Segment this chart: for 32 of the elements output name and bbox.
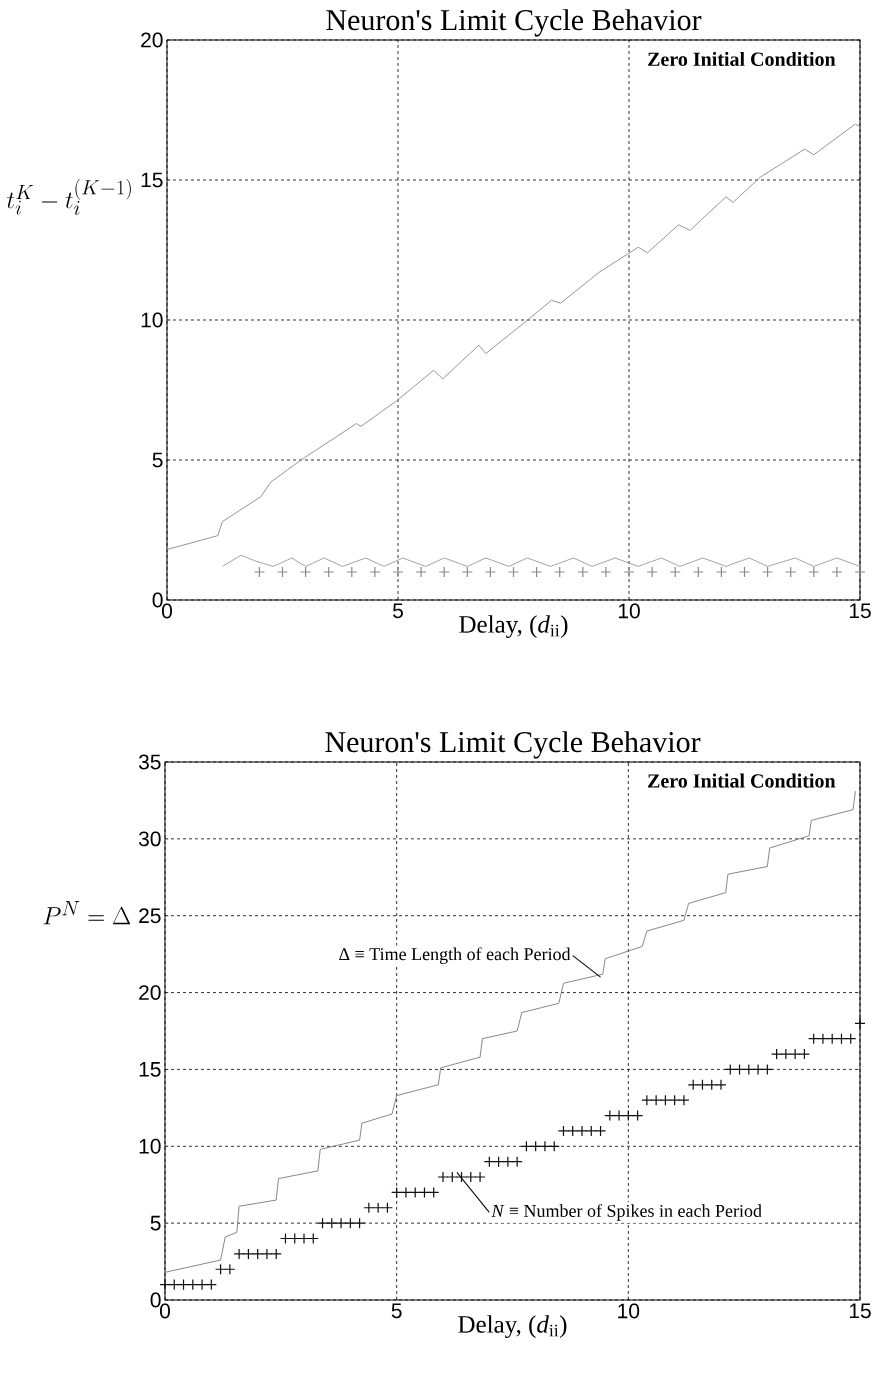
y-tick-label: 0 (150, 1292, 161, 1308)
x-tick-label: 5 (391, 1303, 402, 1319)
y-tick-label: 5 (152, 452, 163, 468)
line-series (165, 790, 856, 1273)
y-tick-label: 0 (152, 592, 163, 608)
x-tick-label: 15 (849, 1303, 871, 1319)
line-series (221, 554, 861, 567)
y-tick-label: 10 (141, 312, 163, 328)
y-tick-label: 10 (139, 1138, 161, 1154)
x-tick-label: 15 (849, 603, 871, 619)
y-tick-label: 15 (141, 172, 163, 188)
annotation: Zero Initial Condition (648, 773, 836, 788)
y-tick-label: 20 (141, 32, 163, 48)
y-axis-title: $P^N = \Delta$ (43, 901, 131, 925)
chart-title: Neuron's Limit Cycle Behavior (326, 9, 702, 37)
y-tick-label: 30 (138, 831, 161, 847)
line-series (167, 123, 861, 551)
x-axis-title: Delay, (d$_{ii}$) (459, 615, 568, 638)
annotation: Zero Initial Condition (648, 51, 836, 66)
y-tick-label: 15 (139, 1062, 161, 1077)
annotation: N ≡ Number of Spikes in each Period (491, 1204, 762, 1221)
y-tick-label: 5 (150, 1215, 161, 1231)
y-axis-title: $t_i^K - t_i^{(K-1)}$ (6, 178, 131, 215)
annotation: Δ ≡ Time Length of each Period (339, 947, 571, 964)
y-tick-label: 20 (139, 985, 161, 1000)
x-tick-label: 5 (393, 603, 403, 619)
x-axis-title: Delay, (d$_{ii}$) (458, 1315, 567, 1339)
y-tick-label: 25 (139, 908, 161, 924)
x-tick-label: 10 (618, 603, 640, 619)
x-tick-label: 10 (618, 1303, 640, 1319)
chart-title: Neuron's Limit Cycle Behavior (325, 731, 701, 759)
y-tick-label: 35 (138, 754, 161, 770)
